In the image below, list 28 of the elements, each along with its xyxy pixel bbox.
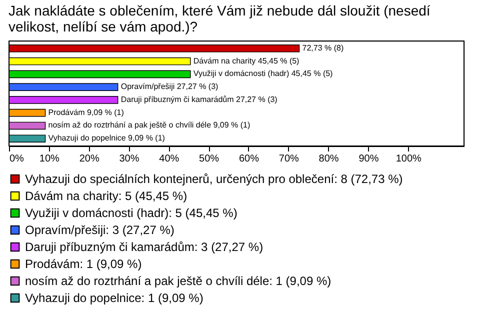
legend-label: Vyhazuji do popelnice: 1 (9,09 %) (25, 291, 204, 305)
data-label: 72,73 % (8) (302, 43, 344, 52)
data-label: Vyhazuji do popelnice 9,09 % (1) (48, 134, 166, 143)
data-label: Dávám na charity 45,45 % (5) (193, 56, 300, 66)
x-tick-label: 70% (278, 154, 299, 164)
x-tick-label: 60% (238, 154, 260, 164)
x-tick-label: 50% (199, 154, 220, 164)
legend-label: Dávám na charity: 5 (45,45 %) (25, 189, 188, 203)
data-label: Opravím/přešiji 27,27 % (3) (120, 82, 219, 92)
x-tick-label: 20% (79, 154, 100, 164)
data-label: Využiji v domácnosti (hadr) 45,45 % (5) (193, 69, 334, 78)
data-label: Daruji příbuzným či kamarádům 27,27 % (3) (120, 94, 278, 104)
chart-title: Jak nakládáte s oblečením, které Vám již nebude dál sloužit (nesedí velikost, nelíbí se vám apod.)? (8, 2, 430, 34)
data-label: nosím až do roztrhání a pak ještě o chvíli déle 9,09 % (1) (48, 120, 250, 130)
x-tick-label: 0% (10, 154, 24, 164)
data-label: Prodávám 9,09 % (1) (48, 108, 124, 117)
x-tick-label: 90% (358, 154, 379, 164)
x-tick-label: 40% (159, 154, 180, 164)
legend-label: Prodávám: 1 (9,09 %) (25, 257, 142, 271)
x-tick-label: 80% (318, 154, 339, 164)
legend-label: Opravím/přešiji: 3 (27,27 %) (25, 223, 174, 237)
x-tick-label: 10% (39, 154, 60, 164)
legend-label: nosím až do roztrhání a pak ještě o chvíli déle: 1 (9,09 %) (25, 274, 332, 288)
legend-label: Vyhazuji do speciálních kontejnerů, určených pro oblečení: 8 (72,73 %) (25, 172, 403, 186)
legend-label: Daruji příbuzným či kamarádům: 3 (27,27 %) (25, 240, 264, 254)
legend-label: Využiji v domácnosti (hadr): 5 (45,45 %) (25, 206, 238, 220)
x-tick-label: 100% (396, 154, 422, 164)
x-tick-label: 30% (119, 154, 140, 164)
